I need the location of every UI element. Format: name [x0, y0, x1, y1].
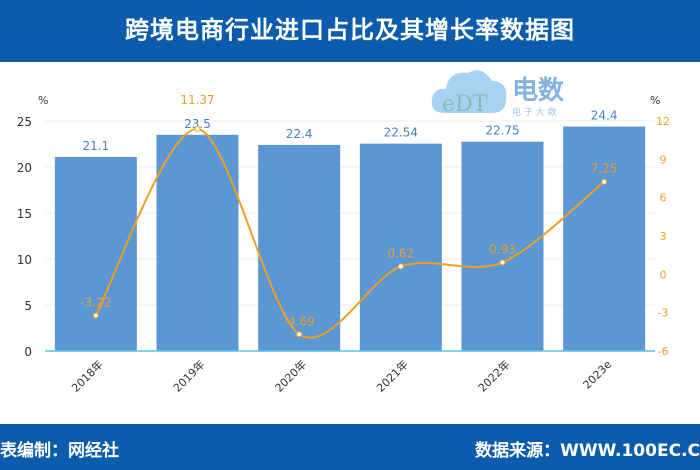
x-tick-label: 2019年: [170, 357, 207, 394]
watermark-logo: eDT 电数 电 子 大 数: [430, 63, 565, 121]
right-tick-label: 0: [660, 268, 667, 281]
line-point: [499, 259, 506, 266]
left-tick-label: 0: [24, 345, 32, 359]
line-value-label: 0.93: [489, 242, 516, 256]
bar: [563, 126, 646, 352]
footer-data-source: 数据来源：WWW.100EC.C: [475, 441, 700, 461]
bar: [54, 156, 137, 351]
footer-source-editor: 表编制：网经社: [0, 441, 119, 461]
left-axis-unit: %: [38, 94, 48, 107]
right-tick-label: -6: [658, 345, 669, 358]
bar-value-label: 22.4: [286, 127, 313, 141]
x-tick-label: 2021年: [373, 357, 410, 394]
chart: 0 5 10 15 20 25% -6 -3 0 3 6 9 12% 21.1 23.5 22.4 22.54 2…: [17, 93, 670, 395]
line-value-label: 11.37: [180, 93, 214, 107]
line-point: [194, 126, 201, 133]
bar-value-label: 24.4: [591, 109, 618, 123]
line-point: [601, 178, 608, 185]
left-tick-label: 20: [17, 161, 32, 175]
x-tick-label: 2022年: [475, 357, 512, 394]
bar-value-label: 23.5: [184, 117, 211, 131]
right-axis-unit: %: [650, 94, 660, 107]
x-tick-label: 2023e: [581, 358, 615, 392]
line-point: [296, 331, 303, 338]
bar: [258, 144, 341, 351]
right-tick-label: 9: [660, 153, 667, 166]
x-tick-label: 2018年: [68, 357, 105, 394]
line-value-label: -4.69: [284, 314, 315, 328]
left-tick-label: 5: [24, 299, 32, 313]
footer: 表编制：网经社 数据来源：WWW.100EC.C: [0, 424, 700, 470]
line-value-label: 7.25: [591, 162, 618, 176]
logo-text: 电数: [512, 76, 565, 106]
x-tick-label: 2020年: [272, 357, 309, 394]
logo-mark: eDT: [442, 92, 488, 117]
logo-subtext: 电 子 大 数: [512, 106, 557, 118]
left-tick-label: 15: [17, 207, 32, 221]
left-tick-label: 25: [17, 115, 32, 129]
line-value-label: -3.22: [80, 295, 111, 309]
bar: [359, 143, 442, 351]
right-tick-label: 12: [656, 115, 670, 128]
right-tick-label: 3: [660, 230, 667, 243]
line-point: [397, 263, 404, 270]
bar-value-label: 22.75: [485, 124, 519, 138]
bar-value-label: 21.1: [82, 139, 109, 153]
bar-value-label: 22.54: [384, 126, 418, 140]
line-point: [92, 312, 99, 319]
line-value-label: 0.62: [387, 246, 414, 260]
left-tick-label: 10: [17, 253, 32, 267]
right-tick-label: 6: [660, 192, 667, 205]
chart-title: 跨境电商行业进口占比及其增长率数据图: [0, 0, 700, 62]
cloud-logo-icon: [431, 70, 507, 113]
bar: [156, 134, 239, 351]
right-tick-label: -3: [658, 307, 669, 320]
